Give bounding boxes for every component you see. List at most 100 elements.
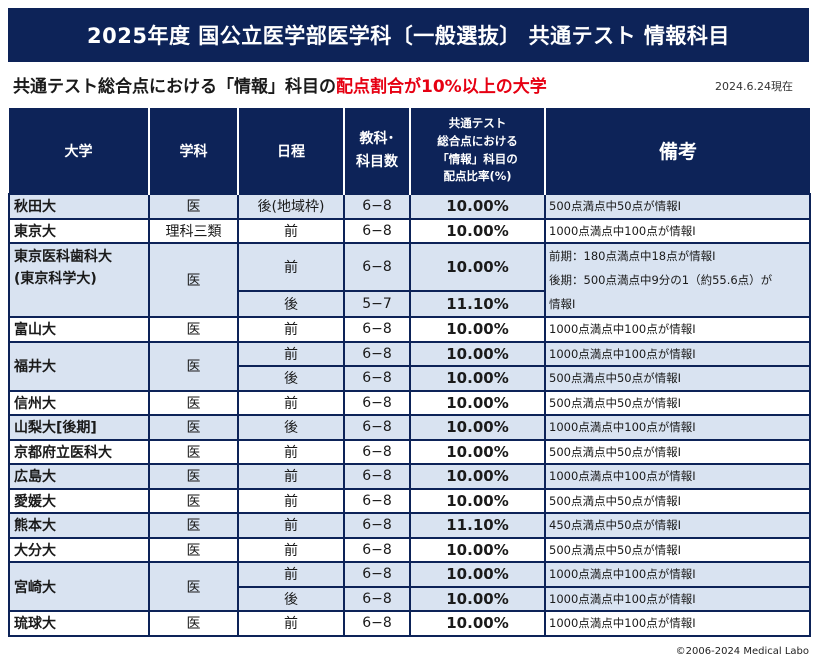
table-row: 琉球大 医 前 6−8 10.00% 1000点満点中100点が情報Ⅰ — [8, 610, 811, 637]
info-rate: 10.00% — [409, 242, 546, 292]
university-name: 東京大 — [8, 217, 150, 244]
header-schedule: 日程 — [238, 108, 345, 194]
department: 医 — [148, 512, 239, 539]
department: 医 — [148, 316, 239, 343]
table-row: 大分大 医 前 6−8 10.00% 500点満点中50点が情報Ⅰ — [8, 536, 811, 563]
department: 医 — [148, 487, 239, 514]
university-name: 富山大 — [8, 316, 150, 343]
schedule: 後 — [237, 585, 345, 612]
table-row: 広島大 医 前 6−8 10.00% 1000点満点中100点が情報Ⅰ — [8, 463, 811, 490]
note: 500点満点中50点が情報Ⅰ — [544, 536, 811, 563]
table-row: 京都府立医科大 医 前 6−8 10.00% 500点満点中50点が情報Ⅰ — [8, 438, 811, 465]
schedule: 前 — [237, 340, 345, 367]
department: 理科三類 — [148, 217, 239, 244]
table-row: 福井大 医 前 6−8 10.00% 1000点満点中100点が情報Ⅰ — [8, 340, 811, 392]
note: 1000点満点中100点が情報Ⅰ — [544, 217, 811, 244]
schedule: 前 — [237, 463, 345, 490]
table-row: 宮崎大 医 前 6−8 10.00% 1000点満点中100点が情報Ⅰ — [8, 561, 811, 612]
subject-count: 6−8 — [343, 316, 411, 343]
schedule: 前 — [237, 536, 345, 563]
info-rate: 10.00% — [409, 193, 546, 220]
as-of-date: 2024.6.24現在 — [715, 80, 793, 93]
info-rate: 10.00% — [409, 463, 546, 490]
university-name: 琉球大 — [8, 610, 150, 637]
subject-count: 6−8 — [343, 193, 411, 220]
subject-count: 6−8 — [343, 585, 411, 612]
table-row: 東京大 理科三類 前 6−8 10.00% 1000点満点中100点が情報Ⅰ — [8, 217, 811, 244]
note: 500点満点中50点が情報Ⅰ — [544, 438, 811, 465]
header-subjects: 教科･ 科目数 — [344, 108, 411, 194]
department: 医 — [148, 340, 239, 392]
header-rate: 共通テスト 総合点における 「情報」科目の 配点比率(%) — [410, 108, 546, 194]
department: 医 — [148, 610, 239, 637]
copyright: ©2006-2024 Medical Labo — [675, 646, 809, 657]
subject-count: 6−8 — [343, 414, 411, 441]
subject-count: 6−8 — [343, 463, 411, 490]
university-name: 秋田大 — [8, 193, 150, 220]
info-rate: 10.00% — [409, 316, 546, 343]
schedule: 前 — [237, 242, 345, 292]
subtitle-prefix: 共通テスト総合点における「情報」科目の — [13, 76, 336, 97]
note-line: 後期：500点満点中9分の1（約55.6点）が — [549, 273, 773, 287]
info-rate: 10.00% — [409, 365, 546, 392]
note: 前期：180点満点中18点が情報Ⅰ 後期：500点満点中9分の1（約55.6点）… — [544, 242, 811, 318]
university-name: 大分大 — [8, 536, 150, 563]
schedule: 前 — [237, 217, 345, 244]
info-rate: 10.00% — [409, 585, 546, 612]
subject-count: 6−8 — [343, 217, 411, 244]
subject-count: 6−8 — [343, 487, 411, 514]
schedule: 後 — [237, 365, 345, 392]
note: 500点満点中50点が情報Ⅰ — [544, 193, 811, 220]
subject-count: 6−8 — [343, 389, 411, 416]
subject-count: 6−8 — [343, 610, 411, 637]
subject-count: 5−7 — [343, 289, 411, 319]
note-line: 前期：180点満点中18点が情報Ⅰ — [549, 249, 716, 263]
table-row: 後 6−8 10.00% 1000点満点中100点が情報Ⅰ — [9, 585, 811, 612]
page-title: 2025年度 国公立医学部医学科〔一般選抜〕 共通テスト 情報科目 — [8, 8, 809, 62]
subject-count: 6−8 — [343, 438, 411, 465]
table-row: 信州大 医 前 6−8 10.00% 500点満点中50点が情報Ⅰ — [8, 389, 811, 416]
department: 医 — [148, 536, 239, 563]
table-row: 熊本大 医 前 6−8 11.10% 450点満点中50点が情報Ⅰ — [8, 512, 811, 539]
university-name: 東京医科歯科大 (東京科学大) — [8, 242, 150, 318]
note: 450点満点中50点が情報Ⅰ — [544, 512, 811, 539]
header-rate-line: 配点比率(%) — [443, 169, 512, 184]
schedule: 後 — [237, 289, 345, 319]
info-rate: 10.00% — [409, 217, 546, 244]
info-rate: 11.10% — [409, 289, 546, 319]
schedule: 前 — [237, 561, 345, 588]
university-name: 山梨大[後期] — [8, 414, 150, 441]
university-name: 信州大 — [8, 389, 150, 416]
info-rate: 10.00% — [409, 389, 546, 416]
info-rate: 10.00% — [409, 536, 546, 563]
note: 1000点満点中100点が情報Ⅰ — [544, 610, 811, 637]
schedule: 前 — [237, 512, 345, 539]
note: 1000点満点中100点が情報Ⅰ — [544, 561, 811, 588]
note: 500点満点中50点が情報Ⅰ — [544, 365, 811, 392]
table-row: 後 6−8 10.00% 500点満点中50点が情報Ⅰ — [9, 365, 811, 392]
university-name: 福井大 — [8, 340, 150, 392]
info-rate: 10.00% — [409, 414, 546, 441]
table-header-row: 大学 学科 日程 教科･ 科目数 共通テスト 総合点における 「情報」科目の 配… — [9, 108, 810, 194]
university-name: 広島大 — [8, 463, 150, 490]
subject-count: 6−8 — [343, 242, 411, 292]
subtitle: 共通テスト総合点における「情報」科目の 配点割合が10%以上の大学 — [13, 68, 547, 100]
table-row: 愛媛大 医 前 6−8 10.00% 500点満点中50点が情報Ⅰ — [8, 487, 811, 514]
info-rate: 10.00% — [409, 340, 546, 367]
department: 医 — [148, 242, 239, 318]
schedule: 後 — [237, 414, 345, 441]
header-subjects-line: 科目数 — [356, 153, 398, 170]
note: 1000点満点中100点が情報Ⅰ — [544, 414, 811, 441]
info-rate: 10.00% — [409, 610, 546, 637]
note: 1000点満点中100点が情報Ⅰ — [544, 340, 811, 367]
header-rate-line: 総合点における — [437, 133, 518, 148]
schedule: 前 — [237, 316, 345, 343]
note: 1000点満点中100点が情報Ⅰ — [544, 316, 811, 343]
note: 500点満点中50点が情報Ⅰ — [544, 389, 811, 416]
university-name-line: 東京医科歯科大 — [14, 249, 112, 265]
table-row: 後 5−7 11.10% — [9, 289, 810, 319]
note-line: 情報Ⅰ — [549, 297, 576, 311]
university-name: 京都府立医科大 — [8, 438, 150, 465]
department: 医 — [148, 193, 239, 220]
header-rate-line: 「情報」科目の — [437, 151, 518, 166]
